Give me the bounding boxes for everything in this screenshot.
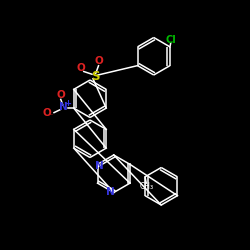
Text: CH₃: CH₃ (139, 182, 153, 191)
Text: O: O (56, 90, 65, 100)
Text: N: N (106, 187, 115, 197)
Text: ⁻: ⁻ (49, 112, 53, 121)
Text: N: N (95, 162, 104, 172)
Text: O: O (43, 108, 51, 118)
Text: Cl: Cl (166, 35, 176, 45)
Text: O: O (76, 63, 85, 73)
Text: +: + (64, 99, 71, 108)
Text: N: N (59, 102, 68, 112)
Text: S: S (91, 70, 99, 83)
Text: O: O (94, 56, 103, 66)
